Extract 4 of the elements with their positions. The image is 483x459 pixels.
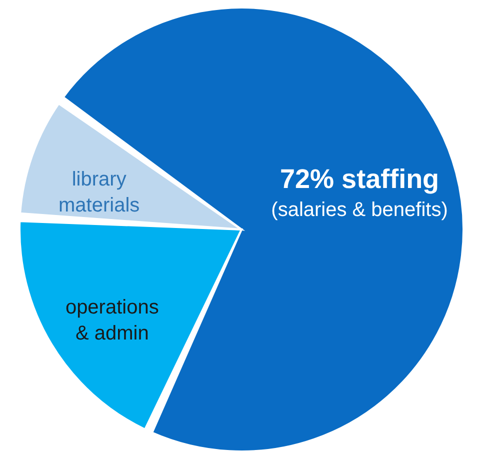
slice-label: operations & admin (65, 296, 159, 344)
slice-label: 72% staffing (280, 164, 440, 194)
text: (salaries & benefits) (271, 199, 448, 222)
slice-label: library materials (58, 168, 140, 216)
